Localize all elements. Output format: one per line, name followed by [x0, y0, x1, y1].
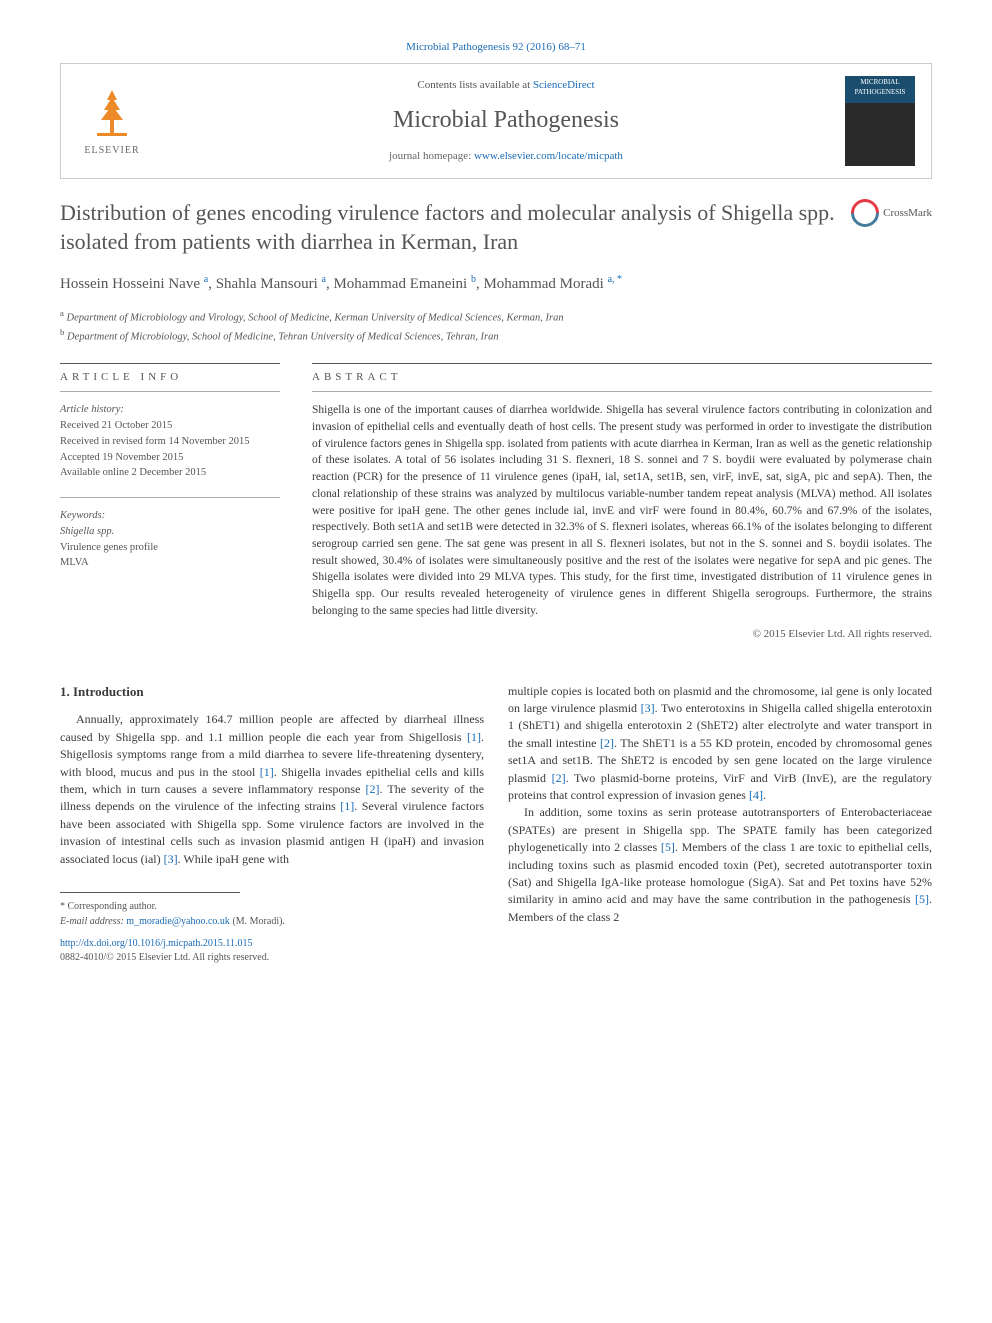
- intro-para-2: multiple copies is located both on plasm…: [508, 683, 932, 805]
- authors-list: Hossein Hosseini Nave a, Shahla Mansouri…: [60, 273, 932, 295]
- journal-name: Microbial Pathogenesis: [167, 104, 845, 138]
- crossmark-label: CrossMark: [883, 206, 932, 221]
- body-two-column: 1. Introduction Annually, approximately …: [60, 683, 932, 966]
- abstract-copyright: © 2015 Elsevier Ltd. All rights reserved…: [312, 627, 932, 642]
- sciencedirect-link[interactable]: ScienceDirect: [533, 79, 595, 91]
- citation-3b[interactable]: [3]: [641, 701, 655, 715]
- publisher-logo: ELSEVIER: [77, 85, 147, 158]
- article-info-heading: ARTICLE INFO: [60, 363, 280, 392]
- crossmark-icon: [845, 194, 885, 234]
- citation-5b[interactable]: [5]: [915, 892, 929, 906]
- left-column: 1. Introduction Annually, approximately …: [60, 683, 484, 966]
- elsevier-tree-icon: [87, 85, 137, 140]
- issn-copyright: 0882-4010/© 2015 Elsevier Ltd. All right…: [60, 952, 269, 963]
- intro-para-3: In addition, some toxins as serin protea…: [508, 804, 932, 926]
- corresponding-email[interactable]: m_moradie@yahoo.co.uk: [126, 916, 230, 927]
- citation-1[interactable]: [1]: [467, 730, 481, 744]
- citation-1c[interactable]: [1]: [340, 799, 354, 813]
- keywords-block: Keywords: Shigella spp. Virulence genes …: [60, 508, 280, 571]
- affiliations: a Department of Microbiology and Virolog…: [60, 307, 932, 346]
- top-reference: Microbial Pathogenesis 92 (2016) 68–71: [60, 40, 932, 55]
- citation-2b[interactable]: [2]: [600, 736, 614, 750]
- homepage-link[interactable]: www.elsevier.com/locate/micpath: [474, 150, 623, 162]
- citation-2[interactable]: [2]: [366, 782, 380, 796]
- article-info-sidebar: ARTICLE INFO Article history: Received 2…: [60, 363, 280, 643]
- top-reference-link[interactable]: Microbial Pathogenesis 92 (2016) 68–71: [406, 41, 586, 53]
- citation-2c[interactable]: [2]: [552, 771, 566, 785]
- citation-1b[interactable]: [1]: [260, 765, 274, 779]
- journal-cover-thumbnail: MICROBIAL PATHOGENESIS: [845, 76, 915, 166]
- citation-4[interactable]: [4]: [749, 788, 763, 802]
- citation-5[interactable]: [5]: [661, 840, 675, 854]
- publisher-name: ELSEVIER: [84, 144, 139, 158]
- doi-block: http://dx.doi.org/10.1016/j.micpath.2015…: [60, 937, 484, 966]
- article-history: Article history: Received 21 October 201…: [60, 402, 280, 481]
- journal-homepage: journal homepage: www.elsevier.com/locat…: [167, 149, 845, 164]
- crossmark-badge[interactable]: CrossMark: [851, 199, 932, 227]
- corresponding-author: * Corresponding author. E-mail address: …: [60, 899, 484, 929]
- intro-heading: 1. Introduction: [60, 683, 484, 702]
- abstract-section: ABSTRACT Shigella is one of the importan…: [312, 363, 932, 643]
- abstract-text: Shigella is one of the important causes …: [312, 402, 932, 619]
- journal-header: ELSEVIER Contents lists available at Sci…: [60, 63, 932, 179]
- footnote-separator: [60, 892, 240, 893]
- abstract-heading: ABSTRACT: [312, 363, 932, 392]
- right-column: multiple copies is located both on plasm…: [508, 683, 932, 966]
- article-title: Distribution of genes encoding virulence…: [60, 199, 840, 256]
- doi-link[interactable]: http://dx.doi.org/10.1016/j.micpath.2015…: [60, 938, 253, 949]
- contents-available: Contents lists available at ScienceDirec…: [167, 78, 845, 93]
- intro-para-1: Annually, approximately 164.7 million pe…: [60, 711, 484, 868]
- citation-3[interactable]: [3]: [164, 852, 178, 866]
